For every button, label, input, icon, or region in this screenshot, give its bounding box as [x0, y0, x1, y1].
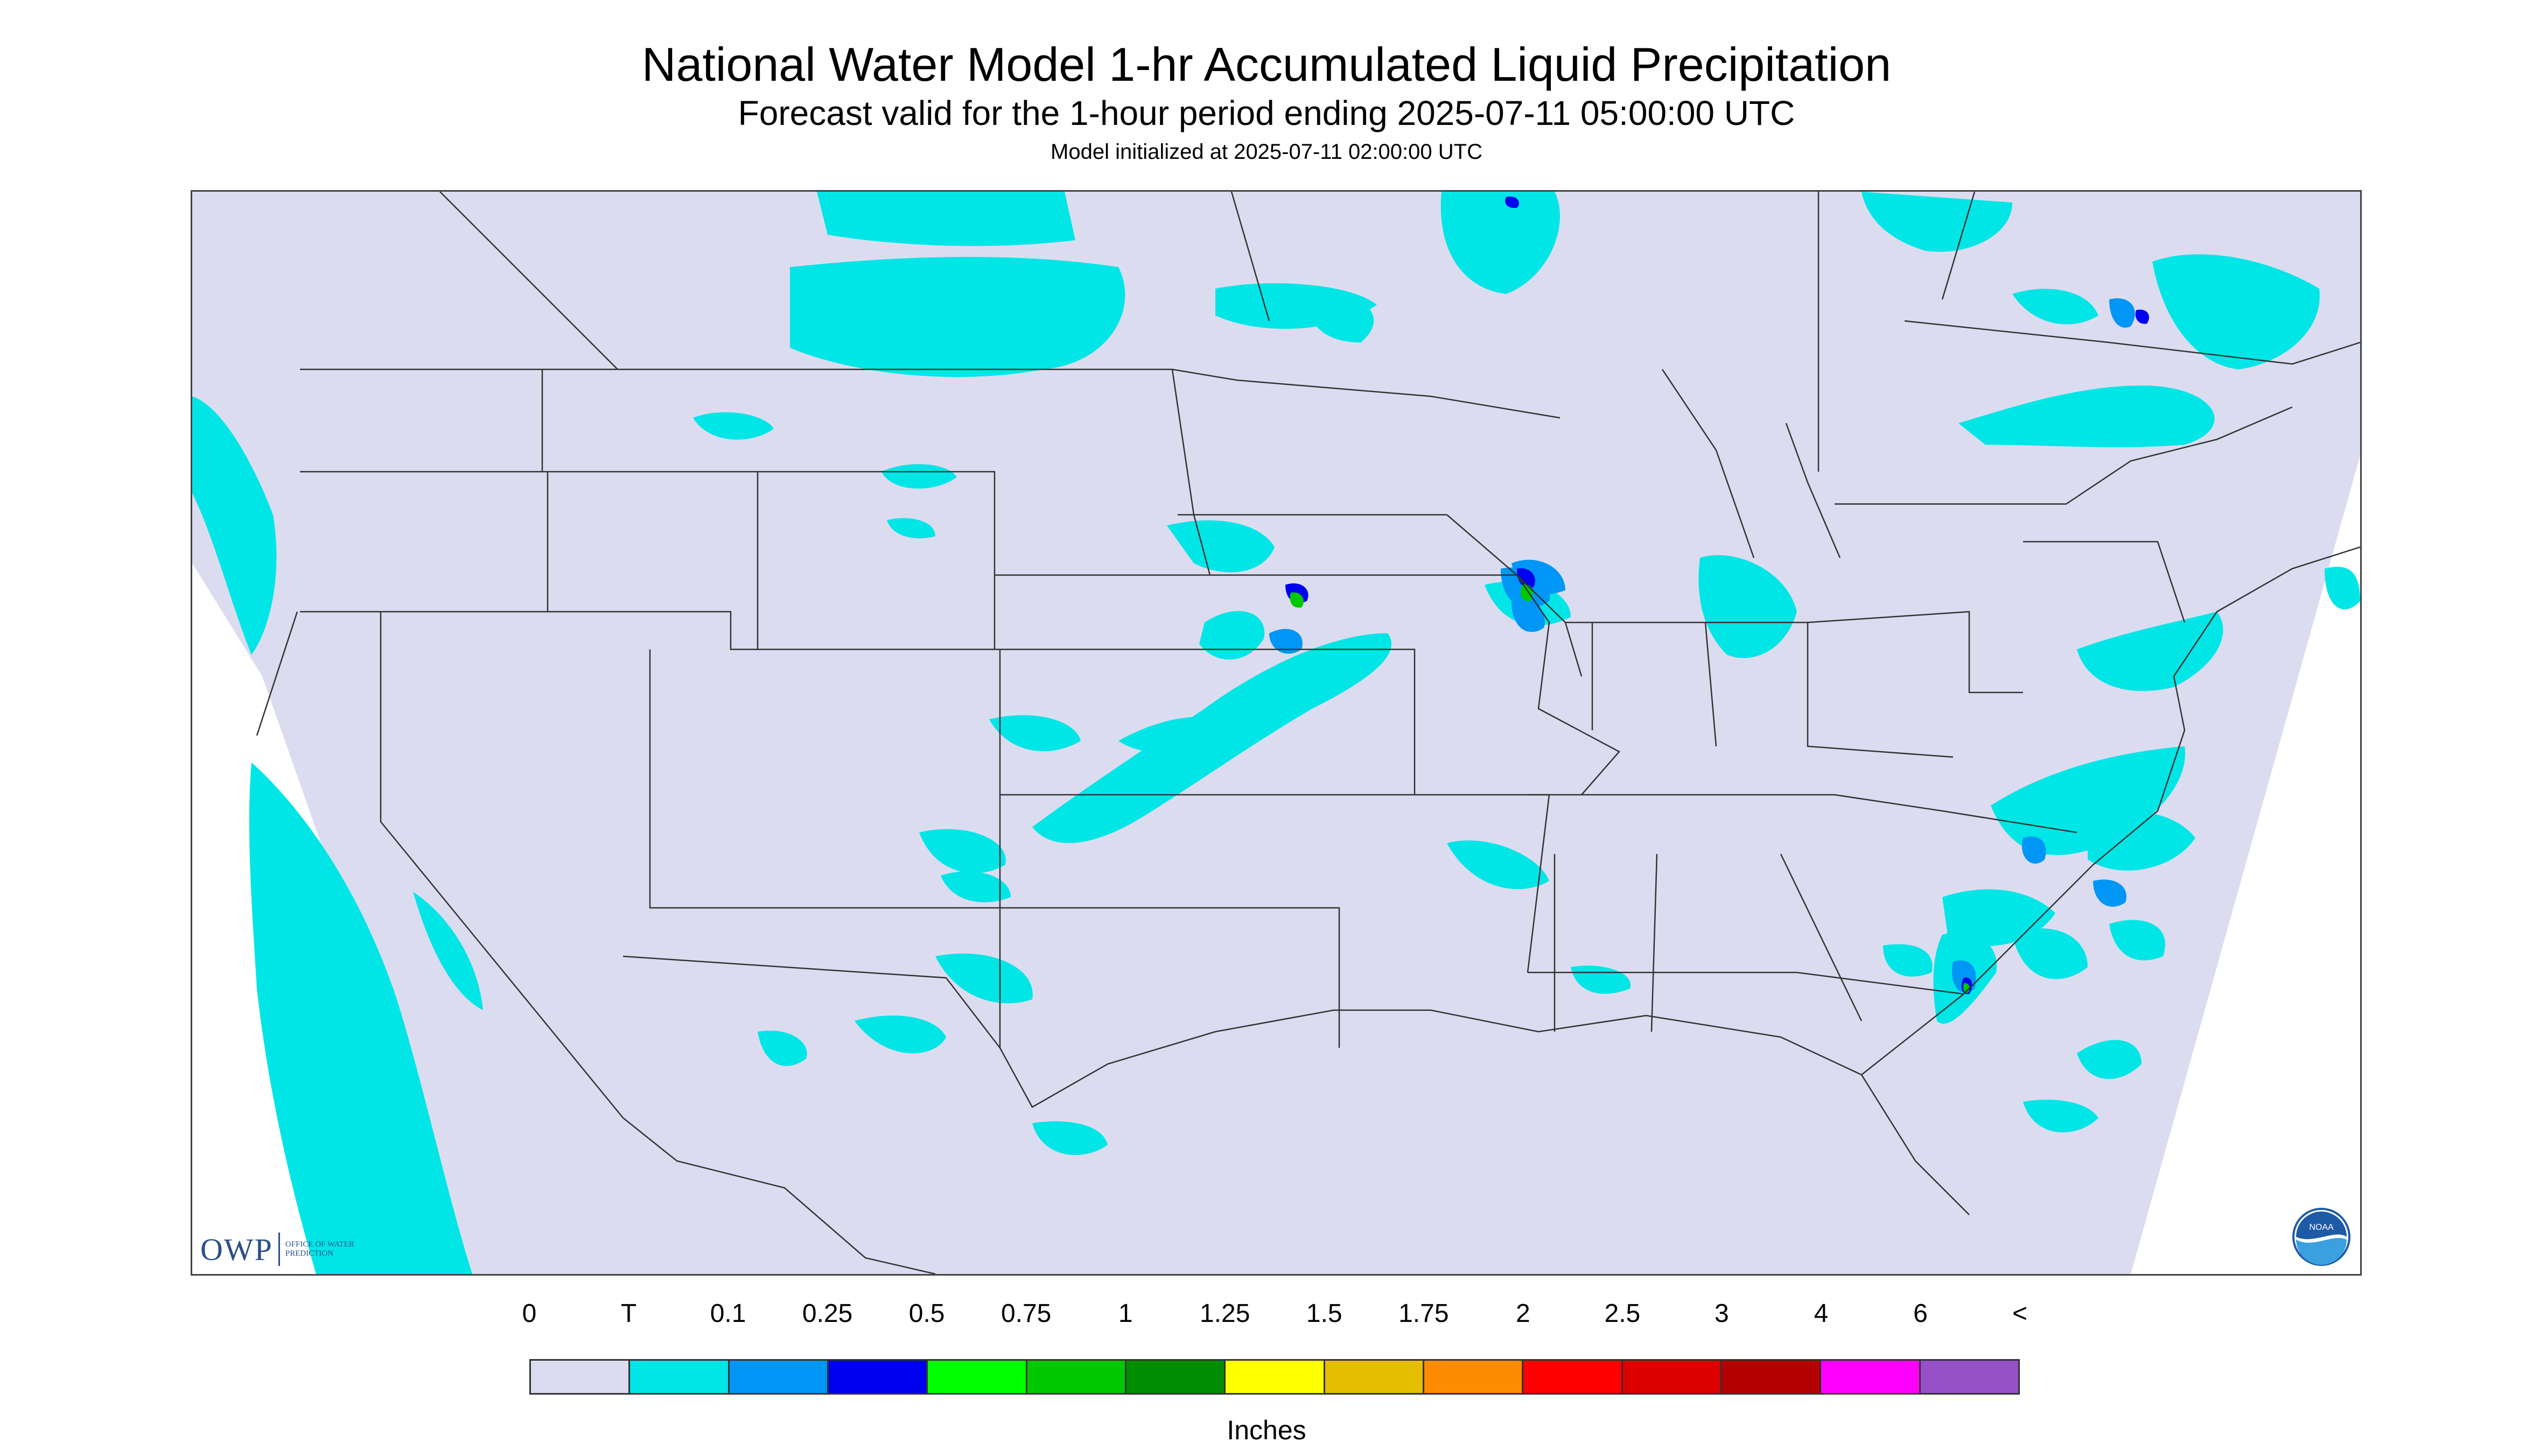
legend-swatch: [828, 1361, 928, 1393]
legend-tick-label: 0.1: [710, 1299, 746, 1328]
legend-tick-label: 1.5: [1306, 1299, 1342, 1328]
owp-logo-divider: [278, 1233, 280, 1266]
map-canvas: [192, 192, 2360, 1274]
legend-swatch: [1027, 1361, 1126, 1393]
legend-tick-label: 1.25: [1200, 1299, 1250, 1328]
legend-swatch: [1325, 1361, 1424, 1393]
owp-logo-subtext: OFFICE OF WATER PREDICTION: [285, 1240, 354, 1258]
legend-tick-label: 6: [1913, 1299, 1928, 1328]
legend-tick-label: 0.5: [908, 1299, 945, 1328]
legend-tick-label: 0.25: [802, 1299, 853, 1328]
legend-color-bar: [529, 1359, 2020, 1395]
legend-swatch: [1424, 1361, 1524, 1393]
legend-tick-label: 1: [1118, 1299, 1133, 1328]
legend-tick-label: T: [620, 1299, 637, 1328]
legend-swatch: [1523, 1361, 1623, 1393]
legend-tick-label: 0.75: [1000, 1299, 1052, 1328]
heavy-precip-areas: [1290, 584, 1970, 993]
trace-precip-areas: [192, 192, 2360, 1274]
legend-tick-label: 2.5: [1604, 1299, 1641, 1328]
legend-swatch: [928, 1361, 1027, 1393]
legend-tick-label: 2: [1515, 1299, 1530, 1328]
legend-swatch: [729, 1361, 829, 1393]
precip-legend: 0 T 0.1 0.25 0.5 0.75 1 1.25 1.5 1.75 2 2.5 3 4 6 <: [522, 1299, 2028, 1396]
legend-swatch: [1622, 1361, 1722, 1393]
map-title: National Water Model 1-hr Accumulated Li…: [641, 38, 1892, 91]
legend-swatch: [1920, 1361, 2018, 1393]
precipitation-map: [191, 190, 2362, 1276]
legend-swatch: [1226, 1361, 1325, 1393]
owp-logo-text: OWP: [200, 1231, 273, 1267]
legend-units: Inches: [1227, 1415, 1306, 1445]
model-init-text: Model initialized at 2025-07-11 02:00:00…: [1051, 140, 1482, 164]
political-boundaries: [256, 192, 2360, 1274]
noaa-logo-text: NOAA: [2309, 1223, 2334, 1232]
legend-tick-label: 4: [1814, 1299, 1829, 1328]
legend-tick-label: 3: [1715, 1299, 1729, 1328]
legend-swatch: [531, 1361, 631, 1393]
legend-swatch: [1821, 1361, 1921, 1393]
legend-tick-label: <: [2012, 1299, 2028, 1328]
legend-tick-label: 0: [522, 1299, 537, 1328]
owp-logo: OWP OFFICE OF WATER PREDICTION: [200, 1228, 361, 1271]
legend-swatch: [1126, 1361, 1226, 1393]
legend-tick-label: 1.75: [1398, 1299, 1449, 1328]
forecast-valid-subtitle: Forecast valid for the 1-hour period end…: [738, 94, 1795, 132]
noaa-logo: NOAA: [2292, 1208, 2350, 1266]
legend-swatch: [630, 1361, 730, 1393]
legend-swatch: [1722, 1361, 1822, 1393]
